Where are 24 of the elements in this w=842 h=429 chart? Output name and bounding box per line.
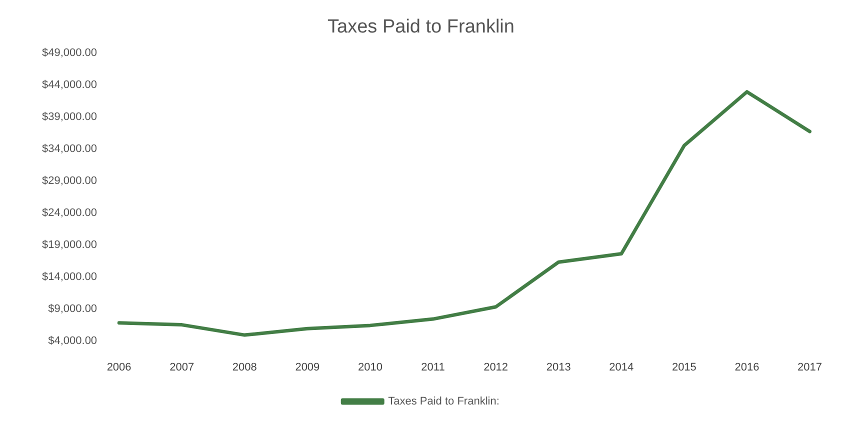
x-tick-label: 2011 [421,361,445,374]
x-tick-label: 2015 [672,361,696,374]
y-tick-label: $19,000.00 [42,238,98,251]
x-tick-label: 2006 [106,361,132,374]
y-tick-label: $9,000.00 [48,302,98,315]
y-tick-label: $44,000.00 [42,78,98,91]
x-tick-label: 2010 [358,361,382,374]
x-tick-label: 2016 [734,361,760,374]
x-tick-label: 2009 [295,361,320,374]
x-tick-label: 2014 [609,361,634,374]
y-tick-label: $14,000.00 [42,270,98,283]
x-tick-label: 2008 [232,361,257,374]
x-tick-label: 2017 [798,361,822,374]
y-tick-label: $39,000.00 [42,110,98,123]
y-tick-label: $34,000.00 [42,142,98,155]
y-tick-label: $4,000.00 [48,334,98,347]
y-tick-label: $49,000.00 [42,46,98,59]
chart-title: Taxes Paid to Franklin [328,16,514,38]
x-tick-label: 2007 [170,361,194,374]
x-tick-label: 2013 [546,361,571,374]
x-tick-label: 2012 [484,361,508,374]
legend-label: Taxes Paid to Franklin: [388,396,500,408]
y-tick-label: $29,000.00 [42,174,98,187]
y-tick-label: $24,000.00 [42,206,98,219]
